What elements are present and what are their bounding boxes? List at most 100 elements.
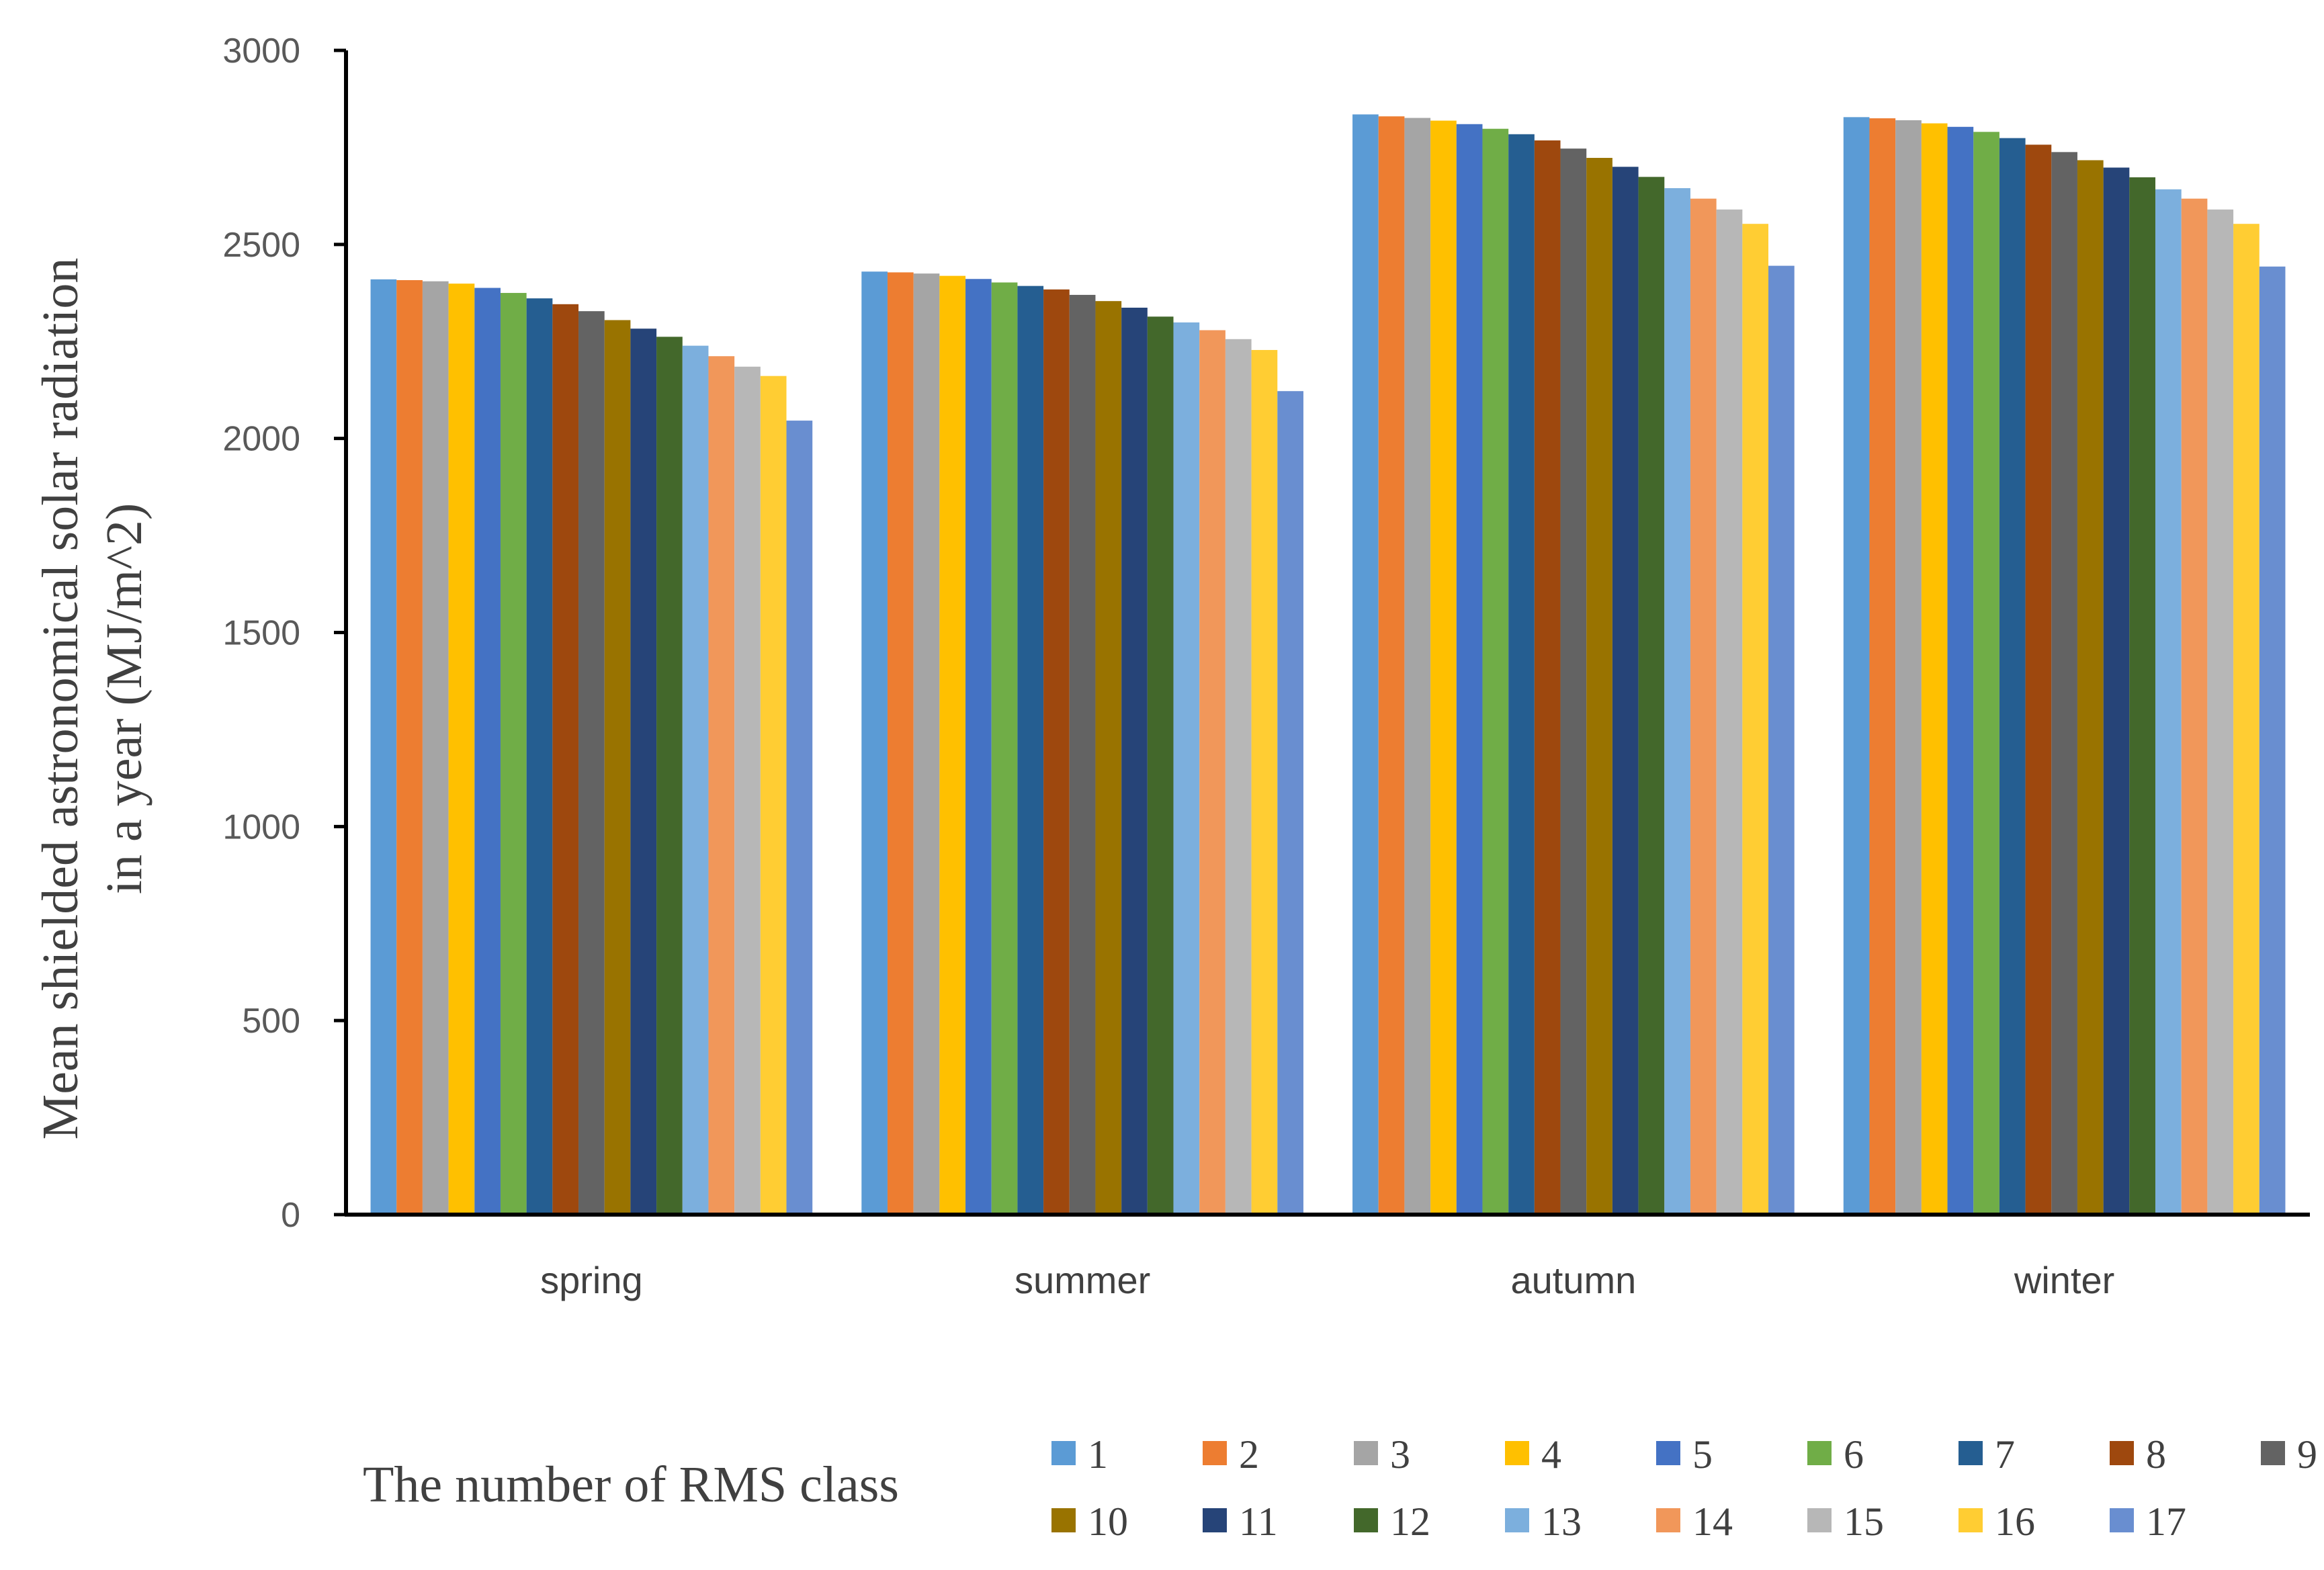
bar-spring-class-17 (786, 421, 813, 1215)
bar-winter-class-8 (2025, 144, 2052, 1215)
bar-winter-class-10 (2077, 160, 2104, 1215)
bar-spring-class-10 (604, 320, 631, 1215)
legend-swatch-16 (1959, 1508, 1983, 1532)
legend-swatch-1 (1051, 1441, 1076, 1465)
x-category-label: summer (1015, 1259, 1150, 1301)
y-tick-label: 500 (242, 1002, 300, 1041)
legend-swatch-8 (2110, 1441, 2134, 1465)
bar-winter-class-15 (2207, 209, 2234, 1215)
legend-label-2: 2 (1239, 1432, 1259, 1477)
legend-label-5: 5 (1692, 1432, 1713, 1477)
bar-spring-class-2 (396, 279, 423, 1215)
bar-summer-class-3 (913, 273, 940, 1215)
bar-summer-class-6 (991, 282, 1018, 1215)
bar-spring-class-6 (500, 293, 527, 1215)
legend-label-10: 10 (1088, 1499, 1128, 1544)
legend-label-1: 1 (1088, 1432, 1108, 1477)
legend-swatch-2 (1203, 1441, 1227, 1465)
legend-swatch-9 (2261, 1441, 2285, 1465)
legend-title: The number of RMS class (363, 1456, 899, 1513)
bar-autumn-class-7 (1508, 134, 1535, 1215)
bar-spring-class-11 (630, 329, 657, 1215)
legend-label-8: 8 (2146, 1432, 2166, 1477)
legend-swatch-11 (1203, 1508, 1227, 1532)
bar-autumn-class-6 (1482, 128, 1509, 1215)
bar-summer-class-9 (1069, 294, 1096, 1215)
bar-autumn-class-14 (1690, 198, 1717, 1215)
bar-summer-class-13 (1173, 322, 1200, 1215)
bar-summer-class-1 (861, 271, 888, 1215)
legend-swatch-15 (1807, 1508, 1832, 1532)
bar-autumn-class-8 (1534, 140, 1561, 1215)
bar-autumn-class-9 (1560, 148, 1587, 1215)
bar-autumn-class-10 (1586, 158, 1612, 1215)
legend-swatch-17 (2110, 1508, 2134, 1532)
bar-winter-class-4 (1921, 123, 1948, 1215)
y-tick-label: 0 (281, 1196, 300, 1235)
legend-label-16: 16 (1995, 1499, 2035, 1544)
bar-summer-class-2 (887, 272, 914, 1215)
legend-swatch-12 (1354, 1508, 1378, 1532)
legend-label-13: 13 (1541, 1499, 1582, 1544)
legend-label-15: 15 (1844, 1499, 1884, 1544)
bar-summer-class-11 (1121, 307, 1148, 1215)
y-axis-ticks: 0 500 1000 1500 2000 2500 3000 (222, 32, 346, 1235)
bar-autumn-class-3 (1404, 118, 1431, 1215)
bar-summer-class-5 (965, 279, 992, 1215)
legend-label-6: 6 (1844, 1432, 1864, 1477)
bar-autumn-class-12 (1638, 177, 1665, 1215)
legend-label-3: 3 (1390, 1432, 1410, 1477)
bar-spring-class-16 (760, 376, 787, 1215)
bar-autumn-class-11 (1612, 167, 1639, 1215)
y-tick-label: 3000 (222, 32, 300, 71)
bar-spring-class-14 (708, 356, 735, 1215)
legend-swatch-6 (1807, 1441, 1832, 1465)
bar-autumn-class-13 (1664, 188, 1690, 1215)
bar-spring-class-9 (578, 311, 605, 1215)
x-category-label: winter (2014, 1259, 2114, 1301)
legend-swatch-13 (1505, 1508, 1529, 1532)
bar-summer-class-7 (1017, 286, 1044, 1215)
bar-winter-class-11 (2103, 167, 2130, 1215)
y-tick-label: 2000 (222, 420, 300, 459)
bar-spring-class-12 (656, 337, 683, 1215)
legend-swatch-5 (1656, 1441, 1680, 1465)
x-category-label: spring (540, 1259, 643, 1301)
bar-winter-class-3 (1895, 120, 1922, 1215)
legend-label-11: 11 (1239, 1499, 1278, 1544)
bar-winter-class-1 (1843, 117, 1870, 1215)
bar-winter-class-5 (1947, 126, 1974, 1215)
bar-summer-class-14 (1199, 330, 1225, 1215)
legend-swatch-4 (1505, 1441, 1529, 1465)
bar-summer-class-12 (1147, 316, 1174, 1215)
y-axis-title: Mean shielded astronomical solar radiati… (32, 258, 153, 1140)
bar-spring-class-15 (734, 366, 761, 1215)
legend-label-7: 7 (1995, 1432, 2015, 1477)
bar-autumn-class-15 (1716, 209, 1743, 1215)
bar-autumn-class-17 (1768, 265, 1795, 1215)
axes (344, 50, 2310, 1217)
bar-winter-class-6 (1973, 132, 1999, 1215)
bar-summer-class-4 (939, 275, 966, 1215)
y-axis-title-line-1: Mean shielded astronomical solar radiati… (32, 258, 89, 1140)
y-tick-label: 1500 (222, 614, 300, 653)
bar-summer-class-16 (1251, 349, 1278, 1215)
legend-label-14: 14 (1692, 1499, 1733, 1544)
bar-summer-class-10 (1095, 301, 1122, 1215)
bar-winter-class-14 (2181, 198, 2208, 1215)
bar-winter-class-12 (2129, 177, 2156, 1215)
legend-label-4: 4 (1541, 1432, 1561, 1477)
bar-winter-class-2 (1869, 118, 1896, 1215)
bar-winter-class-13 (2155, 189, 2182, 1215)
bar-winter-class-7 (1999, 138, 2026, 1215)
y-axis-title-line-2: in a year (MJ/m^2) (96, 503, 153, 894)
bar-spring-class-8 (552, 304, 579, 1215)
legend-swatch-3 (1354, 1441, 1378, 1465)
legend: 1 2 3 4 5 6 7 8 910 11 12 13 14 15 16 17 (1051, 1432, 2317, 1544)
bar-winter-class-16 (2233, 224, 2260, 1215)
legend-label-17: 17 (2146, 1499, 2186, 1544)
bar-autumn-class-1 (1352, 114, 1379, 1215)
plot-area (370, 114, 2286, 1215)
bar-winter-class-17 (2259, 266, 2286, 1215)
